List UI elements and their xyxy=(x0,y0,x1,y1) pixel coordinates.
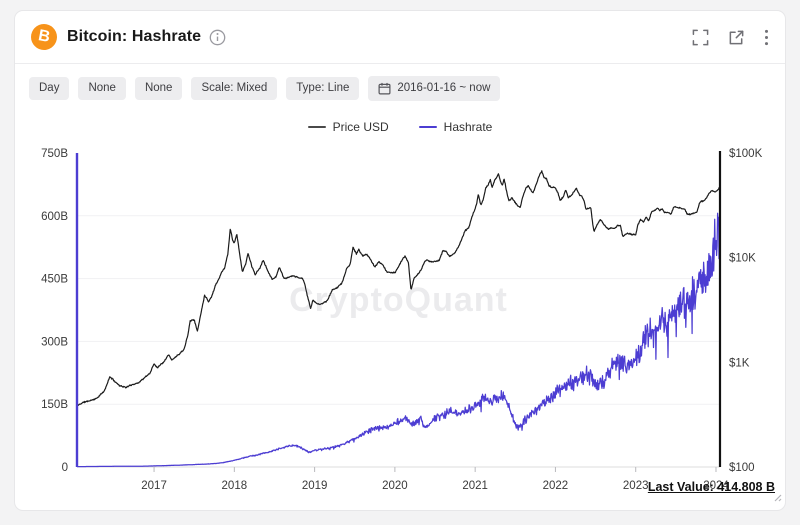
fullscreen-icon[interactable] xyxy=(692,29,709,46)
chart-toolbar: Day None None Scale: Mixed Type: Line 2016-0… xyxy=(15,64,785,112)
chart-area[interactable]: CryptoQuant 2017 2018 2019 2020 2021 2022 2023… xyxy=(15,133,787,511)
header-actions xyxy=(692,29,769,46)
y-axis-right-label: $100K xyxy=(729,148,763,160)
y-axis-right-label: $100 xyxy=(729,462,755,474)
info-icon[interactable] xyxy=(209,29,226,46)
legend-item-price-usd[interactable]: Price USD xyxy=(307,120,389,134)
y-axis-left-label: 300B xyxy=(41,336,68,348)
date-range-label: 2016-01-16 ~ now xyxy=(397,81,491,94)
y-axis-left-label: 750B xyxy=(41,148,68,160)
y-axis-left-label: 0 xyxy=(62,462,68,474)
y-axis-right-label: $1K xyxy=(729,357,750,369)
series-line-price-usd xyxy=(76,170,721,407)
price-usd-line-swatch xyxy=(307,125,326,129)
resize-grip-icon[interactable] xyxy=(772,489,782,507)
toolbar-pill-4[interactable]: Type: Line xyxy=(286,76,360,101)
toolbar-pill-0[interactable]: Day xyxy=(29,76,70,101)
chart-legend: Price USD Hashrate xyxy=(15,118,785,136)
x-axis-label: 2020 xyxy=(382,480,408,492)
x-axis-label: 2017 xyxy=(141,480,167,492)
legend-item-hashrate[interactable]: Hashrate xyxy=(418,120,493,134)
card-header: B Bitcoin: Hashrate xyxy=(15,11,785,64)
page-title: Bitcoin: Hashrate xyxy=(67,28,202,45)
x-axis-label: 2021 xyxy=(462,480,488,492)
y-axis-left-label: 150B xyxy=(41,399,68,411)
bitcoin-logo-icon: B xyxy=(28,21,60,53)
x-axis-label: 2019 xyxy=(302,480,328,492)
toolbar-pill-2[interactable]: None xyxy=(134,76,183,101)
date-range-button[interactable]: 2016-01-16 ~ now xyxy=(368,76,501,101)
chart-card: B Bitcoin: Hashrate xyxy=(14,10,786,511)
x-axis-label: 2023 xyxy=(623,480,649,492)
y-axis-left-label: 600B xyxy=(41,211,68,223)
x-axis-label: 2022 xyxy=(543,480,569,492)
x-axis-label: 2024 xyxy=(703,480,729,492)
legend-label: Price USD xyxy=(332,120,389,134)
toolbar-pill-3[interactable]: Scale: Mixed xyxy=(191,76,278,101)
hashrate-line-swatch xyxy=(418,125,437,129)
kebab-menu-icon[interactable] xyxy=(764,29,769,46)
y-axis-right-label: $10K xyxy=(729,253,756,265)
last-value-annotation: Last Value: 414.808 B xyxy=(647,480,775,494)
open-external-icon[interactable] xyxy=(728,29,745,46)
toolbar-pill-1[interactable]: None xyxy=(78,76,126,101)
x-axis-label: 2018 xyxy=(222,480,248,492)
y-axis-left-label: 450B xyxy=(41,274,68,286)
calendar-icon xyxy=(378,82,391,95)
legend-label: Hashrate xyxy=(443,120,493,134)
series-line-hashrate xyxy=(76,212,721,468)
chart-canvas[interactable]: 2017 2018 2019 2020 2021 2022 2023 2024 0 150B 300… xyxy=(15,133,787,511)
